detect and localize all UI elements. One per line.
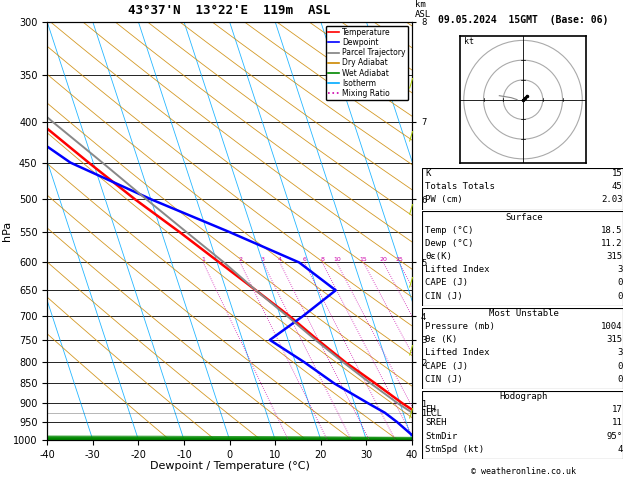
Text: kt: kt	[464, 37, 474, 46]
Text: 18.5: 18.5	[601, 226, 623, 235]
Text: /: /	[409, 203, 413, 215]
Text: CAPE (J): CAPE (J)	[425, 362, 468, 371]
Text: PW (cm): PW (cm)	[425, 195, 463, 205]
Text: 1004: 1004	[601, 322, 623, 331]
Text: 0: 0	[617, 362, 623, 371]
Text: /: /	[409, 344, 413, 356]
Text: /: /	[409, 130, 413, 142]
Text: Pressure (mb): Pressure (mb)	[425, 322, 495, 331]
Text: 6: 6	[303, 258, 306, 262]
Text: 11.2: 11.2	[601, 239, 623, 248]
Text: /: /	[409, 276, 413, 288]
Text: 15: 15	[612, 169, 623, 178]
Text: 2: 2	[238, 258, 242, 262]
Text: 4: 4	[278, 258, 282, 262]
Text: K: K	[425, 169, 431, 178]
Text: 45: 45	[612, 182, 623, 191]
Text: 3: 3	[261, 258, 265, 262]
Text: © weatheronline.co.uk: © weatheronline.co.uk	[470, 467, 576, 476]
Text: Totals Totals: Totals Totals	[425, 182, 495, 191]
Text: Lifted Index: Lifted Index	[425, 265, 490, 275]
Text: 95°: 95°	[606, 432, 623, 441]
Text: km
ASL: km ASL	[415, 0, 431, 19]
Text: Hodograph: Hodograph	[500, 392, 548, 401]
Text: StmDir: StmDir	[425, 432, 457, 441]
Text: θε (K): θε (K)	[425, 335, 457, 345]
Text: 11: 11	[612, 418, 623, 428]
Text: Surface: Surface	[505, 213, 543, 222]
X-axis label: Dewpoint / Temperature (°C): Dewpoint / Temperature (°C)	[150, 461, 309, 471]
Text: /: /	[409, 407, 413, 419]
Text: CAPE (J): CAPE (J)	[425, 278, 468, 288]
Text: 0: 0	[617, 278, 623, 288]
Text: 0: 0	[617, 292, 623, 301]
Text: 8: 8	[320, 258, 325, 262]
Text: 09.05.2024  15GMT  (Base: 06): 09.05.2024 15GMT (Base: 06)	[438, 15, 608, 25]
Text: Dewp (°C): Dewp (°C)	[425, 239, 474, 248]
Text: 3: 3	[617, 348, 623, 358]
Text: 1: 1	[201, 258, 205, 262]
Text: 17: 17	[612, 405, 623, 415]
Text: 15: 15	[360, 258, 367, 262]
Text: 25: 25	[395, 258, 403, 262]
Text: CIN (J): CIN (J)	[425, 292, 463, 301]
Text: 315: 315	[606, 335, 623, 345]
Text: 2.03: 2.03	[601, 195, 623, 205]
Text: StmSpd (kt): StmSpd (kt)	[425, 445, 484, 454]
Text: CIN (J): CIN (J)	[425, 375, 463, 384]
Text: SREH: SREH	[425, 418, 447, 428]
Text: 315: 315	[606, 252, 623, 261]
Text: Temp (°C): Temp (°C)	[425, 226, 474, 235]
Text: 20: 20	[379, 258, 387, 262]
Text: Most Unstable: Most Unstable	[489, 309, 559, 318]
Text: θε(K): θε(K)	[425, 252, 452, 261]
Text: 3: 3	[617, 265, 623, 275]
Text: Lifted Index: Lifted Index	[425, 348, 490, 358]
Text: 10: 10	[333, 258, 341, 262]
Legend: Temperature, Dewpoint, Parcel Trajectory, Dry Adiabat, Wet Adiabat, Isotherm, Mi: Temperature, Dewpoint, Parcel Trajectory…	[326, 26, 408, 100]
Text: /: /	[409, 76, 413, 89]
Text: 0: 0	[617, 375, 623, 384]
Text: 43°37'N  13°22'E  119m  ASL: 43°37'N 13°22'E 119m ASL	[128, 4, 331, 17]
Text: EH: EH	[425, 405, 436, 415]
Text: 4: 4	[617, 445, 623, 454]
Y-axis label: hPa: hPa	[1, 221, 11, 241]
